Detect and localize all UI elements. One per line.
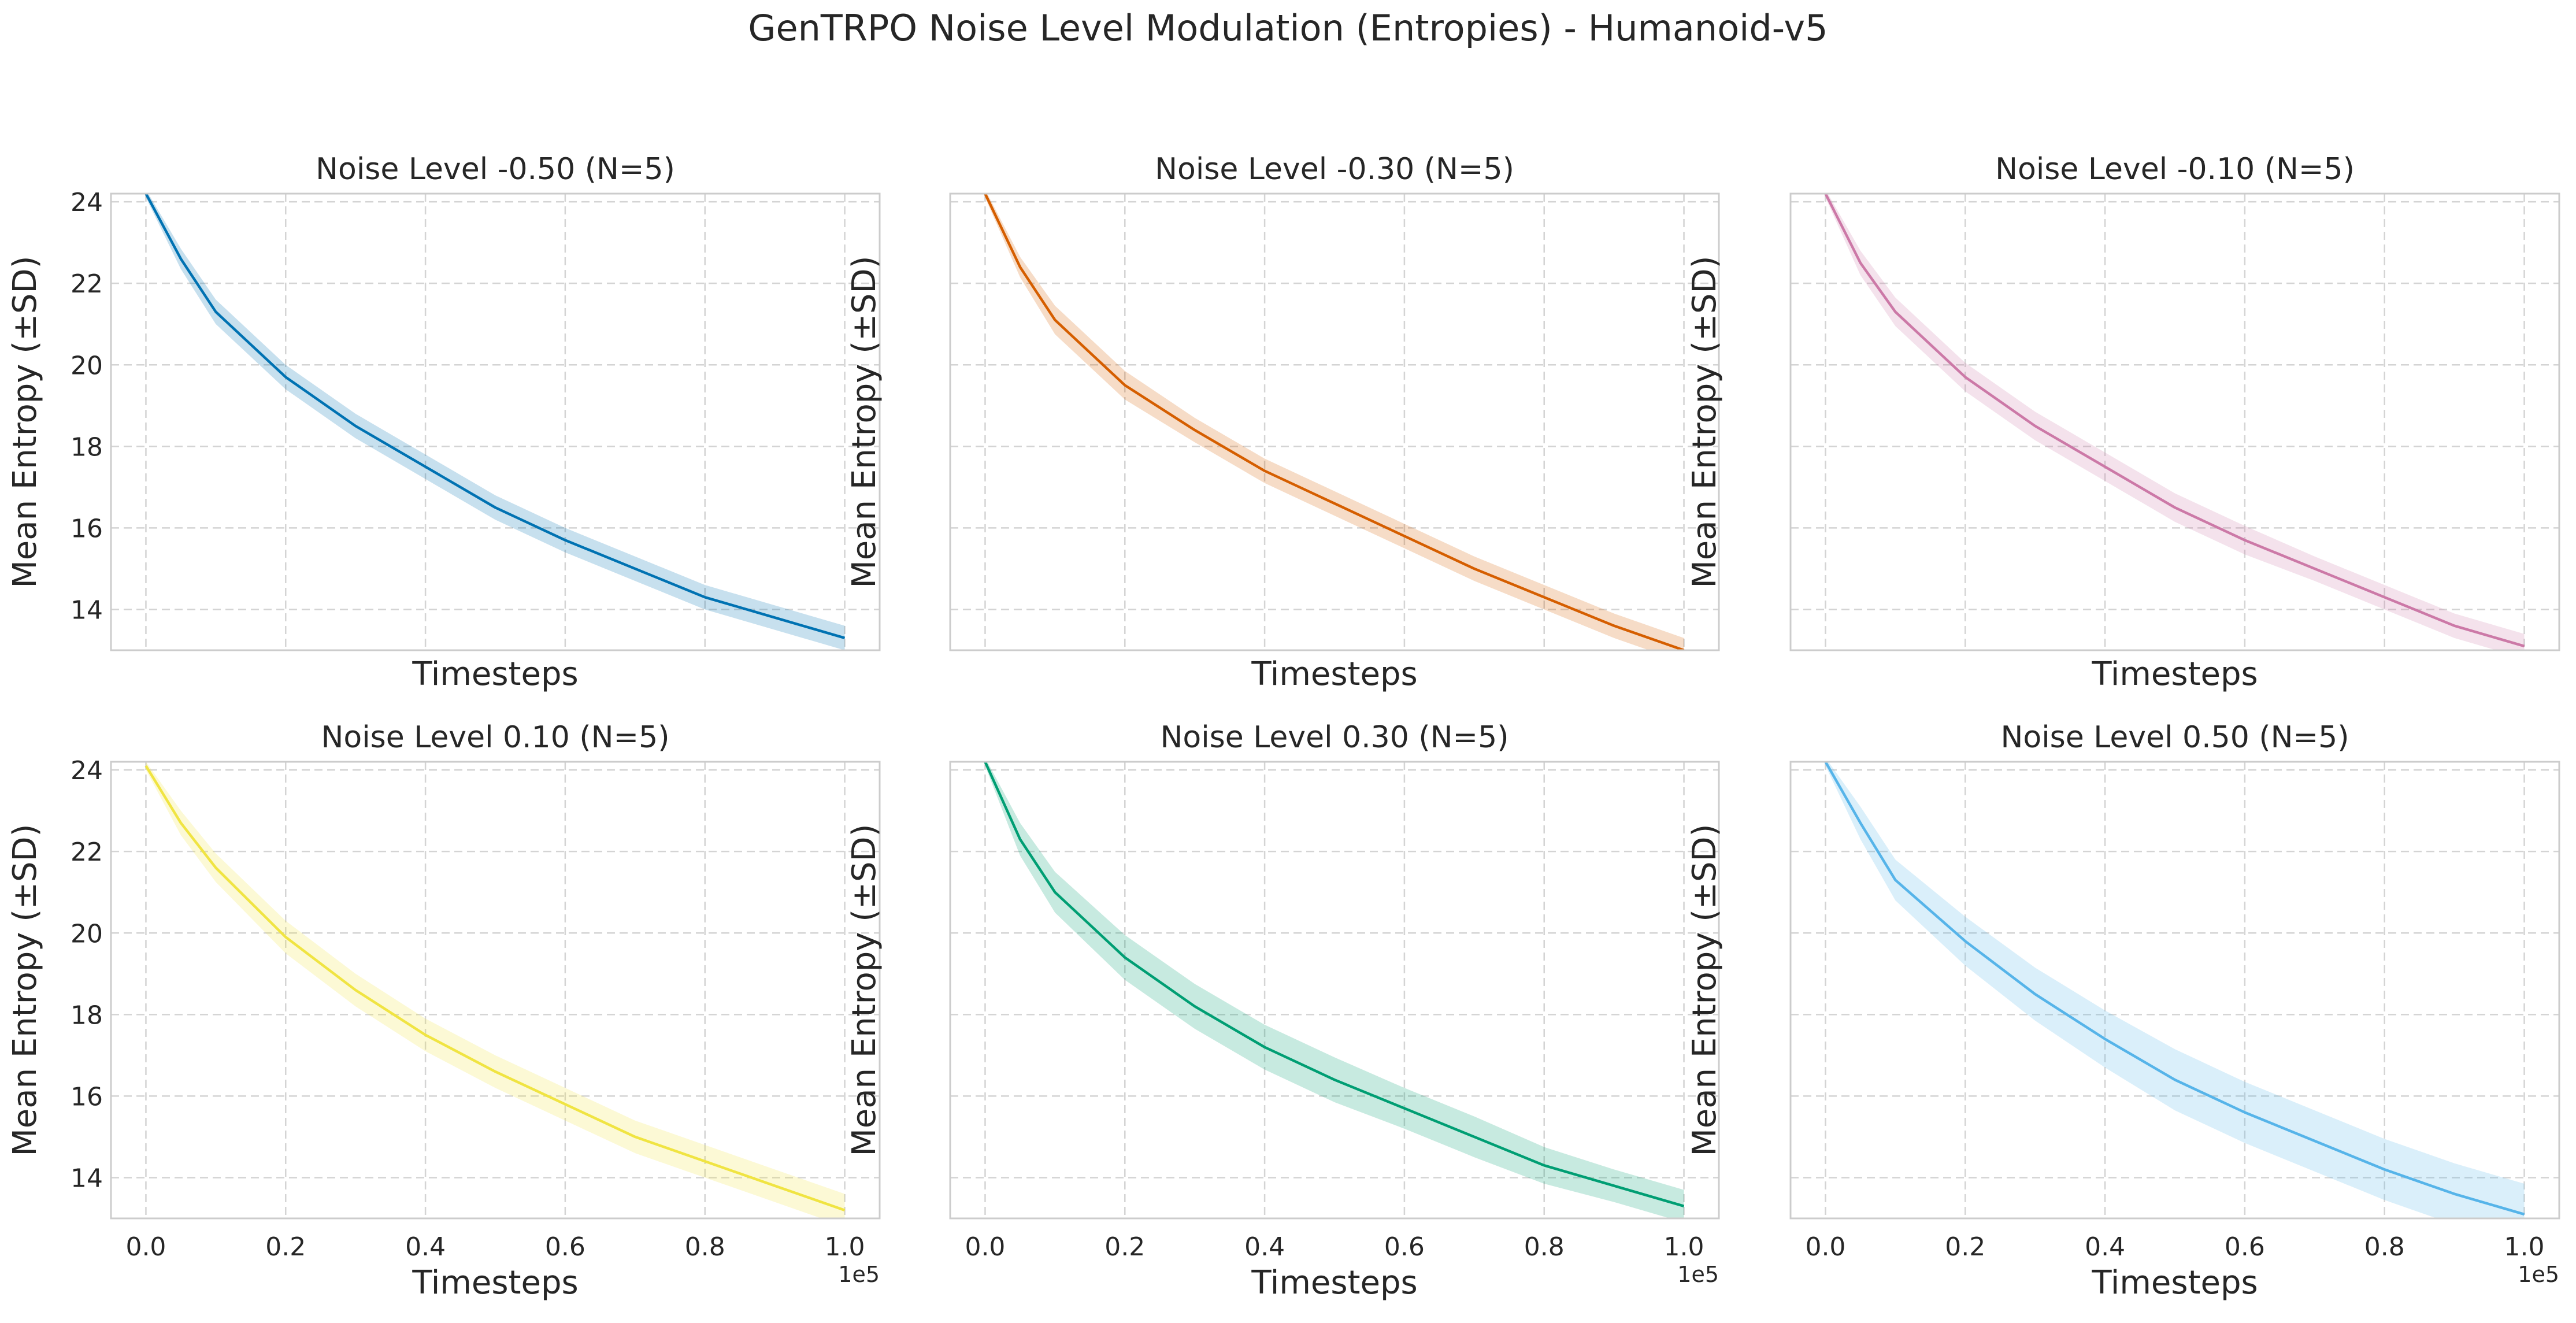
x-tick-label: 1.0: [825, 1232, 865, 1262]
x-tick-label: 0.6: [545, 1232, 585, 1262]
panel-title: Noise Level -0.50 (N=5): [316, 152, 675, 187]
y-axis-label: Mean Entropy (±SD): [846, 255, 883, 588]
y-tick-label: 22: [71, 269, 103, 299]
y-tick-label: 20: [71, 351, 103, 380]
y-tick-label: 14: [71, 595, 103, 625]
x-tick-label: 0.0: [1805, 1232, 1845, 1262]
panel-4: Noise Level 0.10 (N=5) 14 16 18 20 22 24 Mean E…: [6, 720, 881, 1302]
y-tick-label: 18: [71, 432, 103, 462]
mean-line: [144, 194, 846, 639]
mean-line: [984, 762, 1685, 1207]
panel-6: Noise Level 0.50 (N=5) Mean Entropy (±SD)…: [1686, 720, 2560, 1302]
sd-band: [146, 762, 845, 1218]
y-axis-label: Mean Entropy (±SD): [6, 255, 44, 588]
x-offset-label: 1e5: [2518, 1262, 2559, 1287]
axes-frame: [1789, 192, 2560, 651]
y-axis-label: Mean Entropy (±SD): [1686, 255, 1723, 588]
sd-band: [1825, 194, 2525, 650]
x-tick-label: 1.0: [1664, 1232, 1704, 1262]
y-tick-label: 16: [71, 1082, 103, 1111]
x-tick-label: 0.0: [125, 1232, 166, 1262]
sd-band: [146, 194, 845, 650]
panel-title: Noise Level -0.30 (N=5): [1155, 152, 1514, 187]
panel-title: Noise Level 0.10 (N=5): [321, 720, 669, 755]
sd-band: [985, 762, 1684, 1218]
x-tick-label: 0.8: [2364, 1232, 2405, 1262]
axes-frame: [110, 192, 881, 651]
panel-3: Noise Level -0.10 (N=5) Mean Entropy (±SD…: [1686, 152, 2560, 693]
sd-band: [1825, 762, 2525, 1218]
axes-frame: [1789, 761, 2560, 1220]
mean-line: [1824, 762, 2525, 1216]
y-axis-label: Mean Entropy (±SD): [6, 824, 44, 1156]
panel-2: Noise Level -0.30 (N=5) Mean Entropy (±SD…: [846, 152, 1720, 693]
x-tick-label: 0.2: [1945, 1232, 1985, 1262]
x-tick-label: 0.2: [1104, 1232, 1145, 1262]
y-tick-label: 16: [71, 514, 103, 543]
x-offset-label: 1e5: [1677, 1262, 1719, 1287]
axes-frame: [110, 761, 881, 1220]
x-tick-label: 0.4: [1244, 1232, 1285, 1262]
x-axis-label: Timesteps: [2091, 1264, 2258, 1302]
mean-line: [1824, 194, 2525, 648]
x-tick-label: 1.0: [2504, 1232, 2545, 1262]
axes-frame: [949, 761, 1720, 1220]
x-tick-label: 0.6: [1384, 1232, 1425, 1262]
y-tick-label: 14: [71, 1163, 103, 1193]
panel-title: Noise Level 0.50 (N=5): [2000, 720, 2349, 755]
x-tick-label: 0.4: [405, 1232, 446, 1262]
panel-1: Noise Level -0.50 (N=5) 14 16 18 20 22 24 Mean …: [6, 152, 881, 693]
x-tick-label: 0.0: [965, 1232, 1005, 1262]
sd-band: [985, 194, 1684, 650]
y-tick-label: 24: [71, 756, 103, 785]
x-offset-label: 1e5: [838, 1262, 880, 1287]
panel-title: Noise Level -0.10 (N=5): [1995, 152, 2355, 187]
y-tick-label: 22: [71, 837, 103, 867]
x-tick-label: 0.2: [265, 1232, 306, 1262]
x-axis-label: Timesteps: [2091, 655, 2258, 693]
y-tick-label: 20: [71, 919, 103, 948]
figure-title: GenTRPO Noise Level Modulation (Entropie…: [748, 7, 1828, 49]
panel-title: Noise Level 0.30 (N=5): [1160, 720, 1508, 755]
axes-frame: [949, 192, 1720, 651]
mean-line: [984, 194, 1685, 650]
x-tick-label: 0.6: [2225, 1232, 2265, 1262]
x-tick-label: 0.8: [1524, 1232, 1565, 1262]
mean-line: [144, 765, 846, 1212]
y-axis-label: Mean Entropy (±SD): [846, 824, 883, 1156]
panel-5: Noise Level 0.30 (N=5) Mean Entropy (±SD)…: [846, 720, 1720, 1302]
x-tick-label: 0.8: [685, 1232, 725, 1262]
y-tick-label: 24: [71, 188, 103, 217]
x-tick-label: 0.4: [2085, 1232, 2125, 1262]
x-axis-label: Timesteps: [1251, 1264, 1417, 1302]
x-axis-label: Timesteps: [412, 655, 578, 693]
y-tick-label: 18: [71, 1000, 103, 1030]
x-axis-label: Timesteps: [412, 1264, 578, 1302]
x-axis-label: Timesteps: [1251, 655, 1417, 693]
y-axis-label: Mean Entropy (±SD): [1686, 824, 1723, 1156]
